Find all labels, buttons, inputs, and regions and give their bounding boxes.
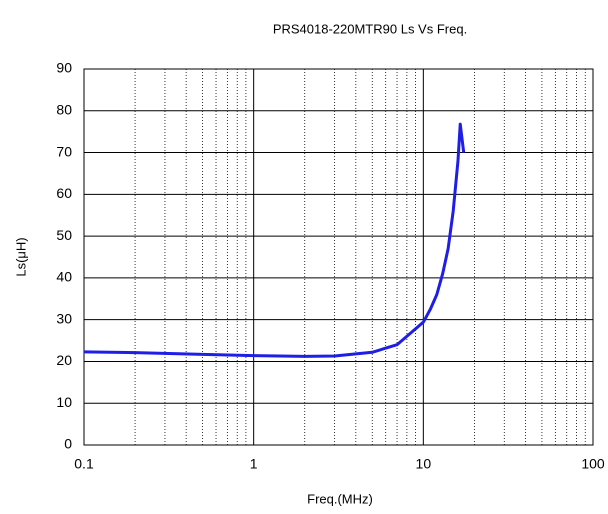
y-tick-label: 90 (56, 60, 72, 76)
x-tick-label: 1 (250, 456, 258, 472)
y-tick-label: 0 (64, 436, 72, 452)
y-tick-label: 50 (56, 227, 72, 243)
y-tick-label: 20 (56, 352, 72, 368)
x-axis-label: Freq.(MHz) (307, 491, 373, 506)
x-tick-label: 0.1 (74, 456, 94, 472)
y-tick-label: 40 (56, 269, 72, 285)
y-tick-label: 70 (56, 143, 72, 159)
y-axis-label: Ls(μH) (13, 237, 28, 276)
x-tick-label: 10 (416, 456, 432, 472)
y-tick-label: 60 (56, 185, 72, 201)
chart-title: PRS4018-220MTR90 Ls Vs Freq. (273, 21, 467, 36)
data-line (83, 122, 466, 358)
y-tick-label: 10 (56, 394, 72, 410)
y-tick-label: 30 (56, 310, 72, 326)
x-tick-label: 100 (581, 456, 605, 472)
y-tick-label: 80 (56, 101, 72, 117)
plot-frame (83, 68, 594, 446)
